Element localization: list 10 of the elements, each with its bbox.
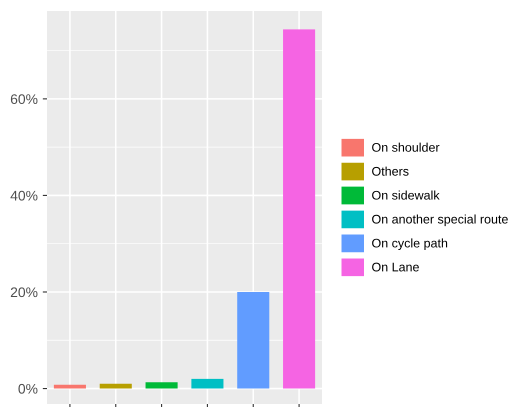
legend-label: On sidewalk xyxy=(372,190,440,200)
legend-label: On shoulder xyxy=(372,142,440,152)
y-tick-label: 40% xyxy=(10,190,38,201)
legend-label: Others xyxy=(372,166,409,176)
legend-label: On another special route xyxy=(372,214,508,226)
legend-label: On cycle path xyxy=(372,238,448,250)
legend-label: On Lane xyxy=(372,262,419,272)
y-tick-label: 60% xyxy=(10,94,38,104)
y-tick-label: 20% xyxy=(10,287,38,298)
y-tick-label: 0% xyxy=(18,384,38,394)
